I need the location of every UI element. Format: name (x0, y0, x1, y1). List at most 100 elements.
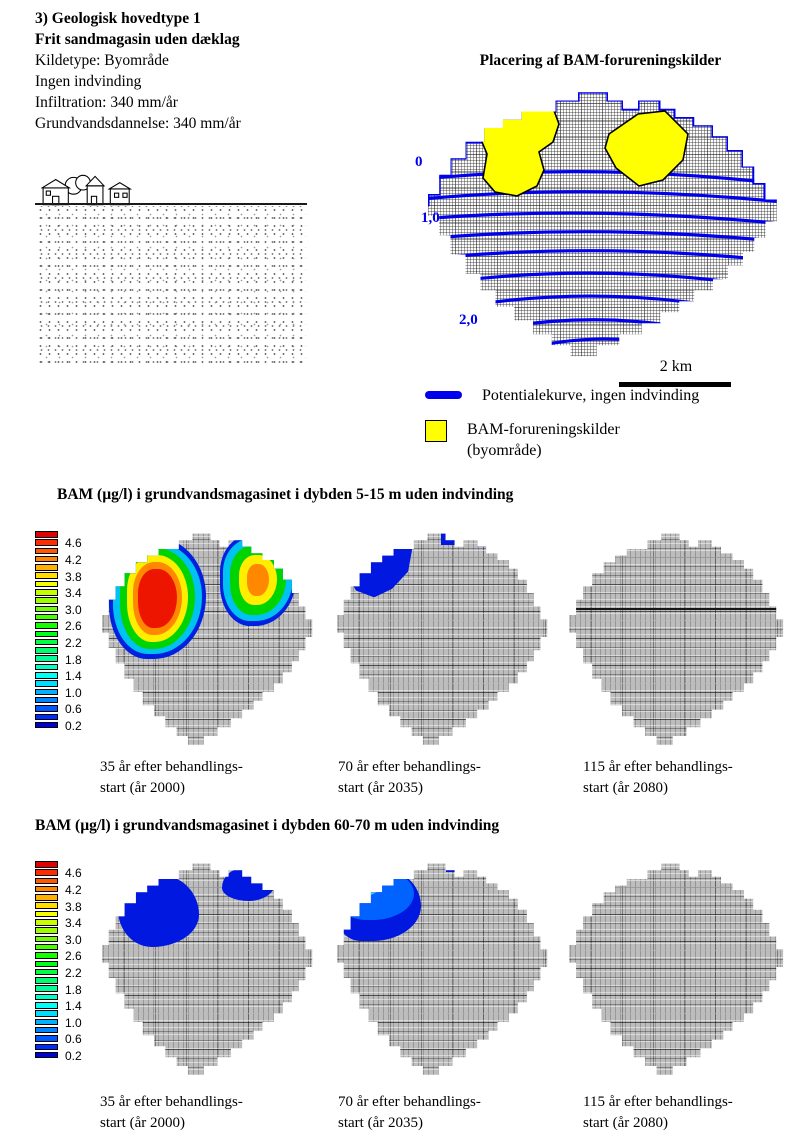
colorbar-tick-label: 1.4 (65, 669, 82, 684)
figure-title-line2: Frit sandmagasin uden dæklag (35, 31, 240, 48)
bam-source-area-east (604, 110, 689, 187)
caption-year2000: 35 år efter behandlings- start (år 2000) (100, 1094, 243, 1131)
colorbar-cell (35, 580, 58, 588)
map-legend: Potentialekurve, ingen indvinding BAM-fo… (425, 385, 699, 474)
recharge-line: Grundvandsdannelse: 340 mm/år (35, 115, 241, 132)
colorbar-cell (35, 1035, 58, 1042)
caption-year2080: 115 år efter behandlings- start (år 2080… (583, 1094, 733, 1131)
colorbar-cell (35, 1043, 58, 1051)
colorbar-cell (35, 688, 58, 696)
colorbar-tick-label: 4.6 (65, 866, 82, 881)
colorbar-cell (35, 696, 58, 704)
source-map-title: Placering af BAM-forureningskilder (479, 52, 722, 69)
colorbar-cell (35, 721, 58, 729)
colorbar-tick-label: 0.2 (65, 1049, 82, 1064)
caption-year2000: 35 år efter behandlings- start (år 2000) (100, 759, 243, 796)
colorbar-cell (35, 564, 58, 571)
contour-label-0: 0 (415, 154, 423, 170)
section2-heading: BAM (µg/l) i grundvandsmagasinet i dybde… (35, 817, 500, 834)
colorbar-cell (35, 910, 58, 918)
plume-spot (441, 533, 455, 545)
colorbar-tick-label: 2.6 (65, 619, 82, 634)
colorbar-cell (35, 1002, 58, 1009)
colorbar-cell (35, 1051, 58, 1059)
colorbar-cell (35, 1026, 58, 1034)
colorbar-cell (35, 630, 58, 638)
colorbar-cell (35, 613, 58, 621)
boundary-contour (428, 92, 777, 207)
houses-trees-icon (41, 174, 133, 206)
colorbar-tick-label: 2.6 (65, 949, 82, 964)
colorbar-cell (35, 680, 58, 687)
colorbar-tick-label: 1.0 (65, 1015, 82, 1030)
colorbar-tick-label: 2.2 (65, 966, 82, 981)
colorbar-cell (35, 597, 58, 604)
plume-spot (445, 863, 462, 873)
colorbar-cell (35, 861, 58, 868)
colorbar-cell (35, 547, 58, 555)
colorbar-tick-label: 1.8 (65, 652, 82, 667)
plume-east-high (219, 533, 297, 626)
colorbar-tick-label: 3.8 (65, 899, 82, 914)
colorbar-cell (35, 713, 58, 721)
colorbar-cell (35, 672, 58, 679)
colorbar-cell (35, 894, 58, 901)
potential-contour (428, 230, 777, 244)
map-60-70m-year2000 (102, 863, 313, 1075)
colorbar-cell (35, 1010, 58, 1017)
colorbar-cell (35, 539, 58, 546)
abstraction-line: Ingen indvinding (35, 73, 142, 90)
grid-row-line (569, 608, 784, 610)
colorbar: 4.6 4.2 3.8 3.4 3.0 2.6 2.2 1.8 1.4 1.0 0.6 0.2 (35, 531, 99, 733)
ground-surface-line (35, 203, 307, 205)
plume-spot (573, 883, 585, 895)
colorbar-cell (35, 622, 58, 629)
colorbar-cell (35, 985, 58, 992)
plume-west-high (108, 538, 206, 659)
caption-year2080: 115 år efter behandlings- start (år 2080… (583, 759, 733, 796)
colorbar-cell (35, 952, 58, 959)
plume-spot (506, 542, 515, 560)
potential-contour (431, 271, 777, 291)
legend-row-sources: BAM-forureningskilder (byområde) (425, 419, 699, 461)
colorbar-cell (35, 943, 58, 951)
colorbar-cell (35, 977, 58, 984)
bam-source-area-west (475, 92, 560, 197)
potential-contour (428, 169, 777, 186)
legend-row-potential: Potentialekurve, ingen indvinding (425, 385, 699, 406)
colorbar-cell (35, 572, 58, 579)
colorbar-cell (35, 663, 58, 671)
colorbar-tick-label: 4.6 (65, 536, 82, 551)
colorbar-tick-label: 1.4 (65, 999, 82, 1014)
bam-source-swatch (425, 420, 447, 442)
potential-contour (511, 337, 705, 357)
colorbar-cell (35, 919, 58, 926)
contour-label-2-0: 2,0 (459, 312, 478, 328)
plume-spot (486, 863, 500, 877)
colorbar-cell (35, 1018, 58, 1026)
colorbar-cell (35, 960, 58, 968)
legend-sources-label: BAM-forureningskilder (byområde) (467, 421, 620, 459)
plume-spot (477, 533, 493, 547)
potential-contour (446, 294, 770, 318)
colorbar-tick-label: 4.2 (65, 553, 82, 568)
colorbar-cell (35, 927, 58, 934)
colorbar-cell (35, 655, 58, 662)
colorbar-tick-label: 1.8 (65, 982, 82, 997)
colorbar-tick-label: 3.0 (65, 602, 82, 617)
source-map: 0 1,0 2,0 2 km (413, 84, 791, 387)
colorbar-cell (35, 877, 58, 885)
colorbar-cell (35, 705, 58, 712)
colorbar-cell (35, 968, 58, 976)
contour-label-1-0: 1,0 (421, 210, 440, 226)
map-60-70m-year2035 (337, 863, 548, 1075)
caption-year2035: 70 år efter behandlings- start (år 2035) (338, 1094, 481, 1131)
colorbar-tick-label: 2.2 (65, 636, 82, 651)
colorbar-tick-label: 3.4 (65, 916, 82, 931)
legend-potential-label: Potentialekurve, ingen indvinding (482, 387, 700, 404)
colorbar-tick-label: 3.4 (65, 586, 82, 601)
cross-section-illustration (35, 172, 307, 364)
map-5-15m-year2080 (569, 533, 784, 745)
colorbar-cell (35, 869, 58, 876)
